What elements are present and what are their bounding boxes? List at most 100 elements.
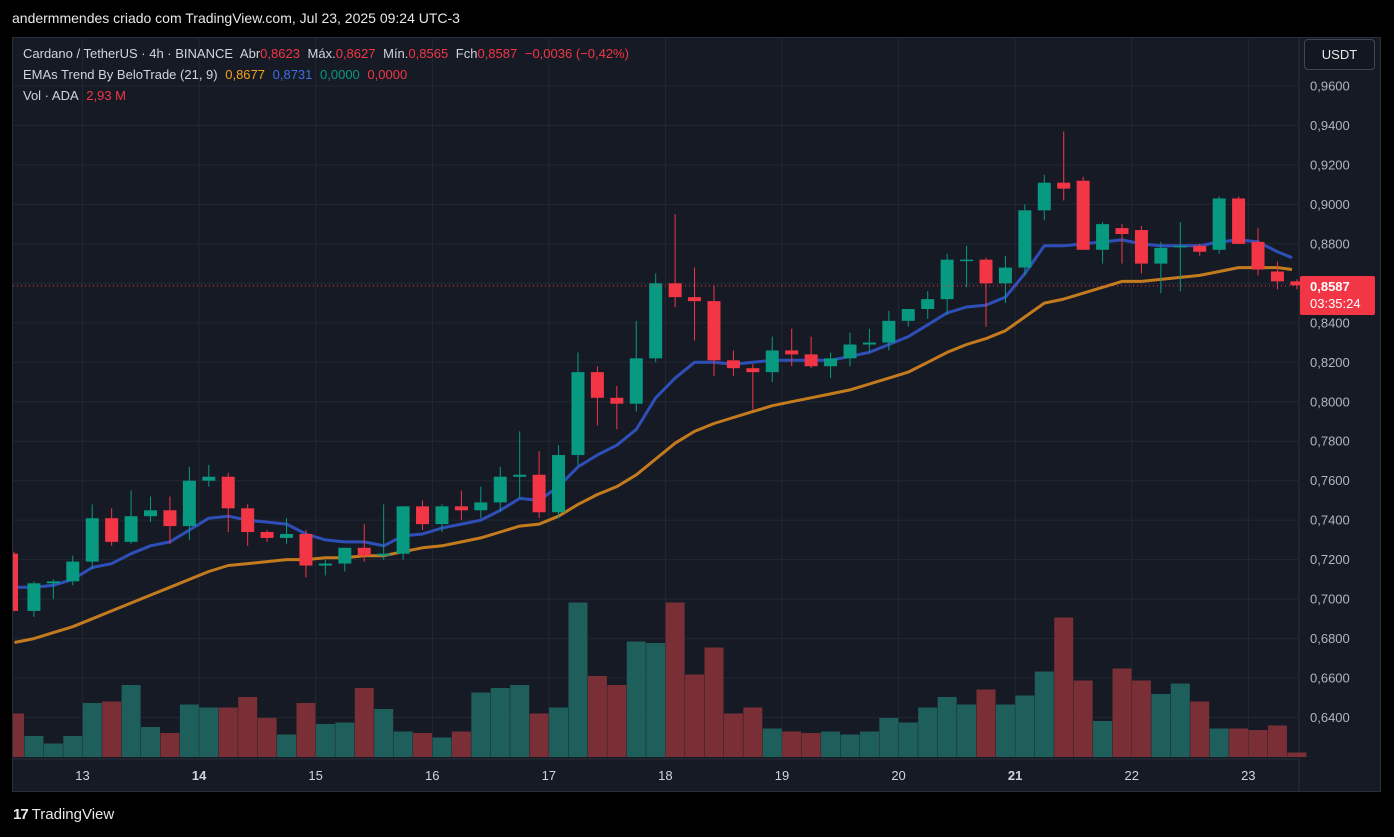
candle-body [66,561,80,582]
candle-body [1096,224,1110,250]
volume-bar [1093,721,1113,757]
candle [610,385,624,430]
symbol-name[interactable]: Cardano / TetherUS · 4h · BINANCE [23,46,234,61]
candle [804,336,818,369]
volume-bar [937,697,957,757]
candle-body [1018,210,1032,268]
ema-21-line [14,266,1293,644]
tradingview-brand[interactable]: 17 TradingView [13,806,114,823]
candle-body [357,547,371,556]
candle [785,328,799,367]
candle-body [1076,180,1090,250]
volume-bar [1131,680,1151,757]
candle [1018,204,1032,276]
volume-bar [587,676,607,757]
open-label: Abr [239,46,261,61]
candle [1096,222,1110,264]
candle [105,508,119,546]
candle [357,524,371,562]
candle-body [1154,247,1168,264]
volume-bar [1209,728,1229,757]
candle [396,506,410,560]
candle [1057,131,1071,201]
x-tick-label: 19 [775,768,789,783]
candle [474,486,488,519]
candle [46,579,60,600]
volume-bar [1170,683,1190,757]
y-tick-label: 0,9200 [1310,157,1350,172]
chart-panel[interactable] [12,37,1381,792]
legend-ema-row[interactable]: EMAs Trend By BeloTrade (21, 9) 0,8677 0… [23,67,411,82]
ema-indicator-name[interactable]: EMAs Trend By BeloTrade (21, 9) [23,67,218,82]
volume-bar [1073,680,1093,757]
candle [824,352,838,379]
candle-body [1193,245,1207,252]
close-label: Fch [455,46,478,61]
last-price-value: 0,8587 [1310,279,1350,294]
volume-bar [315,724,335,757]
candle-body [202,476,216,481]
volume-bar [743,707,763,757]
x-tick-label: 20 [891,768,905,783]
volume-bar [840,734,860,757]
low-label: Mín. [383,46,409,61]
volume-bar [685,674,705,757]
x-tick-label: 22 [1124,768,1138,783]
candle-body [13,553,18,611]
volume-bar [218,707,238,757]
low-value: 0,8565 [408,46,449,61]
y-tick-label: 0,8800 [1310,236,1350,251]
tradingview-logo-icon: 17 [13,806,29,823]
price-axis: 0,6400 0,6600 0,6800 0,7000 0,7200 0,7400 0,76… [1310,79,1350,726]
candle-body [105,518,119,542]
candle [571,352,585,465]
volume-bar [1034,671,1054,757]
candle [338,547,352,572]
y-tick-label: 0,6600 [1310,671,1350,686]
volume-bar [82,703,102,757]
candle-body [532,474,546,513]
volume-bar [24,736,44,757]
volume-bar [626,641,646,757]
candle-body [1037,182,1051,211]
candle-body [765,350,779,373]
candle-body [1057,182,1071,189]
candle-body [649,283,663,359]
candle-body [163,510,177,527]
candle [843,332,857,367]
volume-bar [257,718,277,757]
candle-body [571,372,585,456]
volume-bar [432,737,452,757]
currency-unit-button[interactable]: USDT [1304,39,1375,70]
y-tick-label: 0,7800 [1310,434,1350,449]
y-tick-label: 0,7200 [1310,552,1350,567]
y-tick-label: 0,7600 [1310,473,1350,488]
ema-value-2: 0,8731 [272,67,313,82]
volume-bar [976,689,996,757]
candle [629,320,643,412]
legend-volume-row[interactable]: Vol · ADA 2,93 M [23,88,130,103]
volume-indicator-name[interactable]: Vol · ADA [23,88,79,103]
candle-body [707,301,721,361]
volume-bar [1015,695,1035,757]
candle [921,291,935,319]
high-label: Máx. [307,46,336,61]
candle [318,559,332,576]
candle [649,273,663,363]
candle-body [785,350,799,355]
volume-bar [277,734,297,757]
y-tick-label: 0,9400 [1310,118,1350,133]
candle [1173,222,1187,292]
candle-body [124,516,138,542]
volume-bar [141,727,161,757]
candle [66,555,80,586]
candle-body [629,358,643,404]
volume-bar [782,731,802,757]
candle-body [144,510,158,517]
candle-body [377,553,391,556]
candle-body [590,372,604,398]
candle [765,336,779,383]
volume-bar [665,602,685,757]
volume-bar [568,602,588,757]
